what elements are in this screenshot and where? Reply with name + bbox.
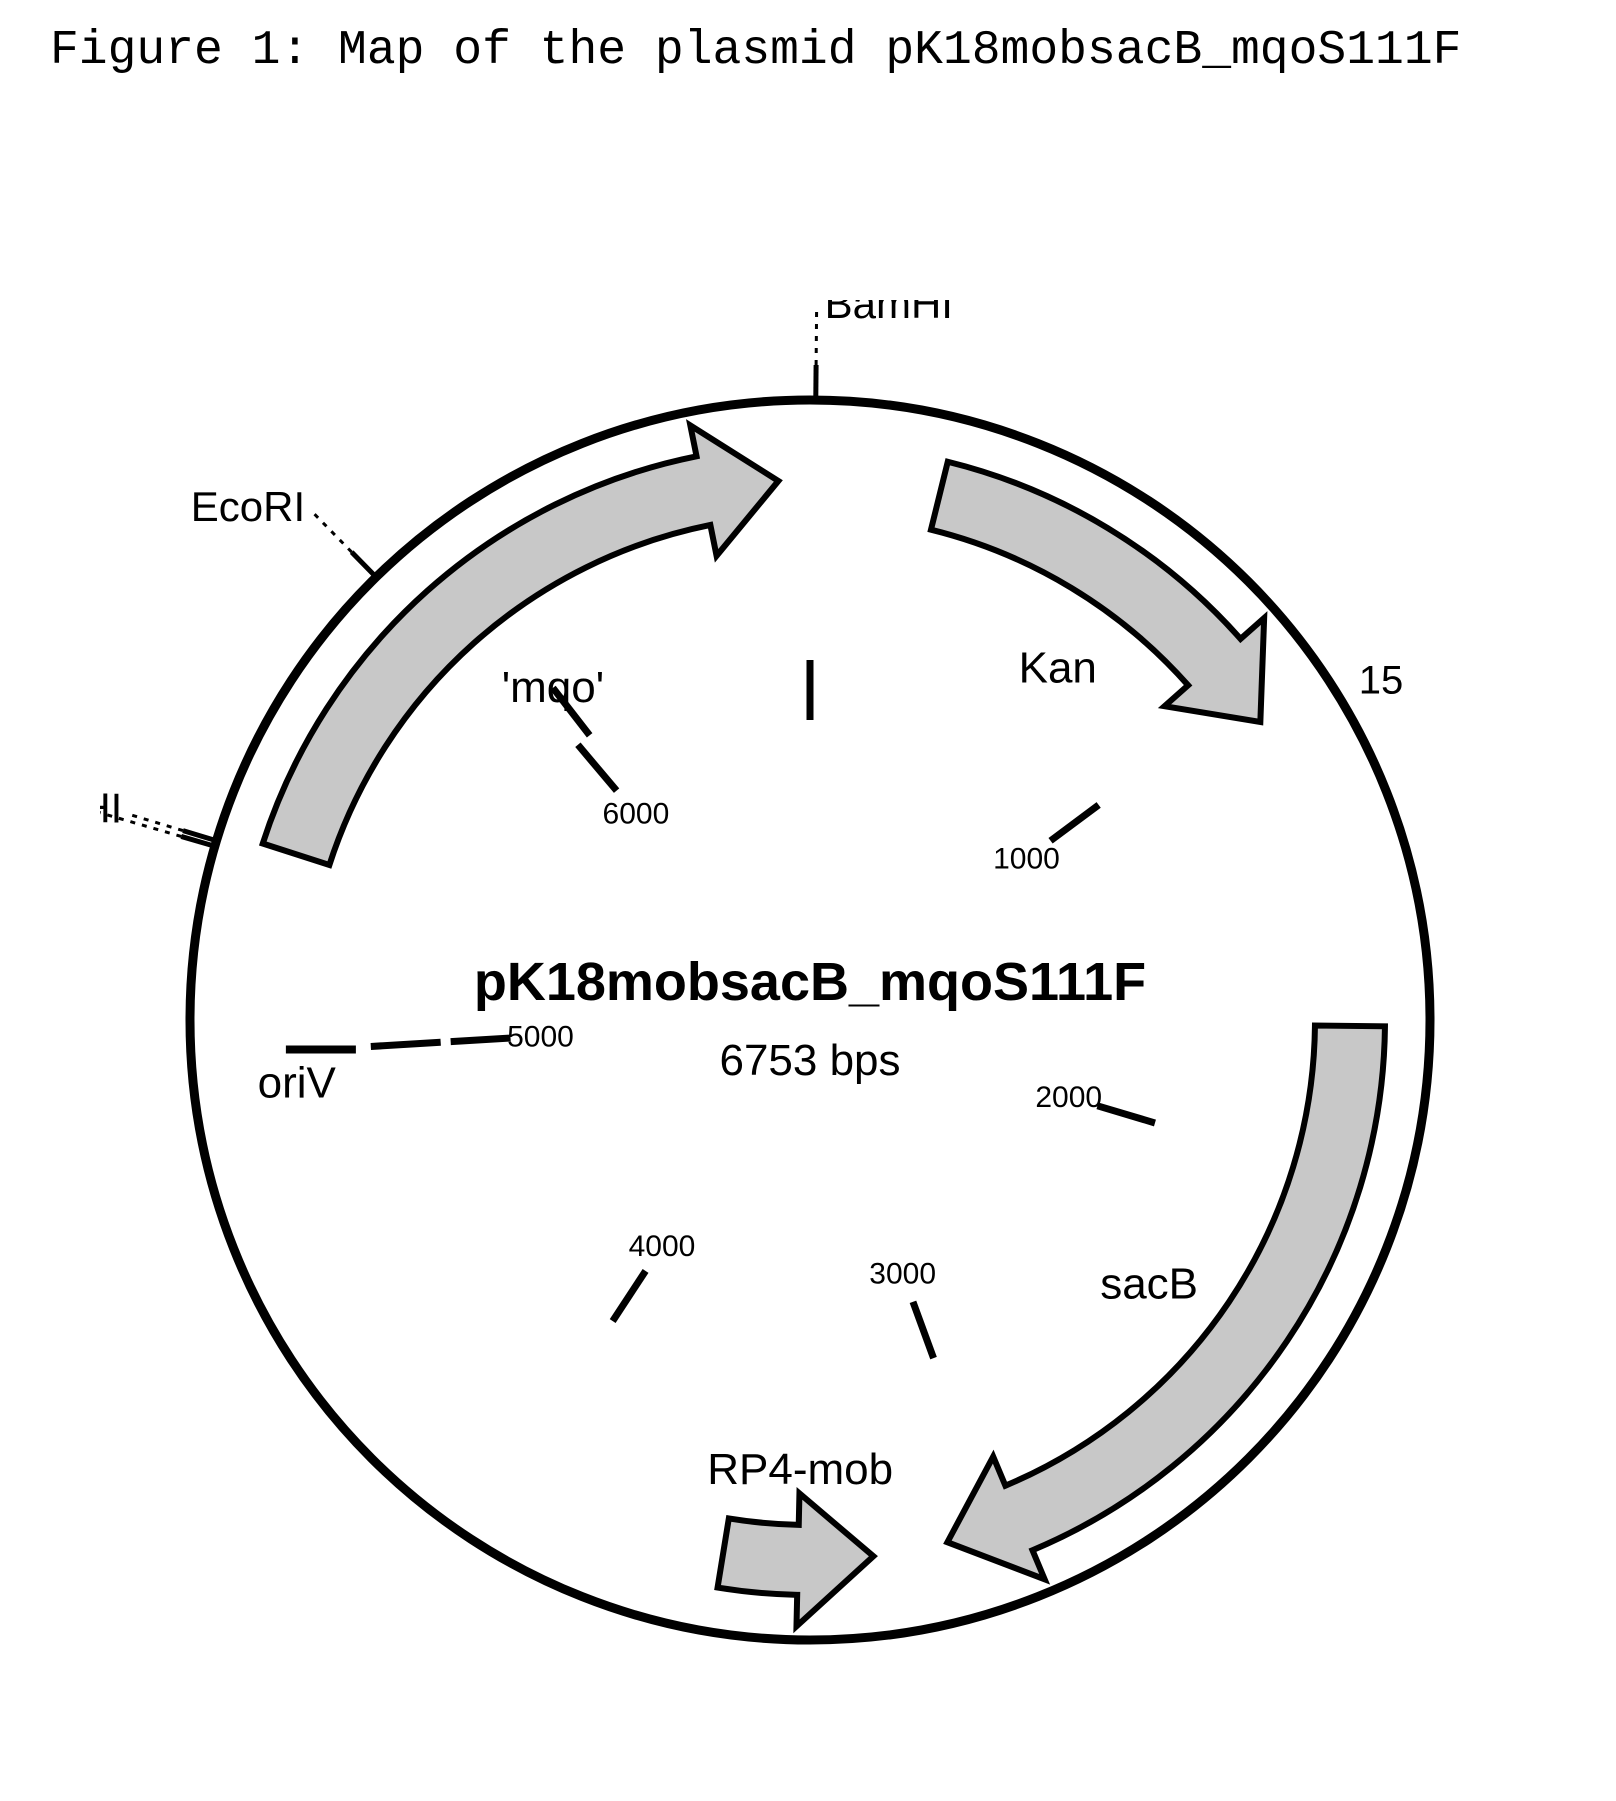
site-leader xyxy=(816,310,817,365)
feature-label-mqo: 'mqo' xyxy=(502,663,604,712)
feature-kan xyxy=(931,462,1264,722)
oriv-label: oriV xyxy=(258,1059,337,1108)
feature-mqo xyxy=(263,425,779,865)
bp-tick-label: 2000 xyxy=(1035,1081,1102,1114)
bp-tick-label: 6000 xyxy=(603,798,670,831)
site-label-bamhi: BamHI xyxy=(100,785,122,832)
bp-tick xyxy=(913,1302,934,1358)
plasmid-map: pK18mobsacB_mqoS111F 6753 bps 1000 2000 3000… xyxy=(100,300,1520,1720)
site-tick xyxy=(352,552,376,577)
bp-tick-label: 3000 xyxy=(869,1258,936,1291)
oriv-mark xyxy=(371,1042,441,1046)
figure-number: 15 xyxy=(1359,658,1404,702)
bp-tick xyxy=(578,745,617,791)
feature-label-kan: Kan xyxy=(1019,644,1097,693)
bp-tick xyxy=(451,1038,511,1042)
bp-tick xyxy=(1097,1106,1154,1123)
bp-tick-label: 1000 xyxy=(993,843,1060,876)
feature-label-sacb: sacB xyxy=(1100,1259,1198,1308)
plasmid-size: 6753 bps xyxy=(719,1036,900,1085)
bp-tick-label: 5000 xyxy=(507,1020,574,1053)
bp-tick xyxy=(613,1271,646,1321)
site-label-bamhi: BamHI xyxy=(825,300,953,327)
site-leader xyxy=(313,513,351,552)
site-label-ecori: EcoRI xyxy=(191,483,305,530)
feature-label-rp4-mob: RP4-mob xyxy=(707,1445,893,1494)
figure-title: Figure 1: Map of the plasmid pK18mobsacB… xyxy=(50,24,1461,78)
bp-tick-label: 4000 xyxy=(629,1230,696,1263)
bp-tick xyxy=(1051,805,1099,841)
plasmid-name: pK18mobsacB_mqoS111F xyxy=(474,952,1146,1012)
feature-rp4-mob xyxy=(718,1493,874,1626)
